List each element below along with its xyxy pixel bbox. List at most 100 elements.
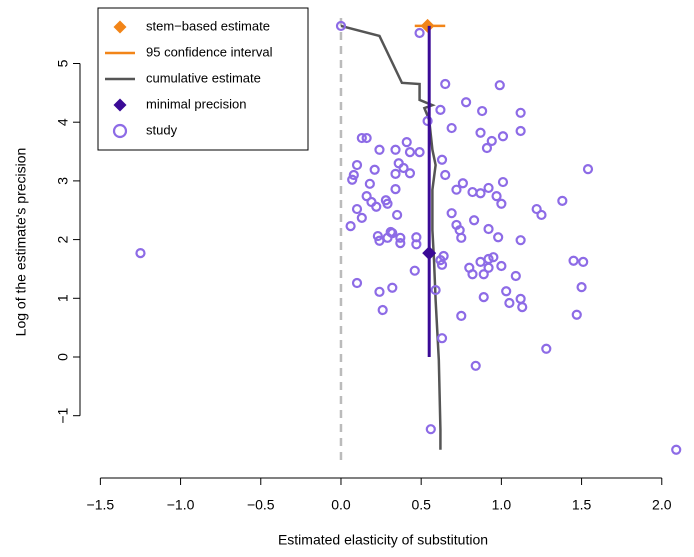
study-point (475, 188, 486, 199)
legend-label: 95 confidence interval (146, 44, 273, 59)
study-point (475, 127, 486, 138)
study-point (515, 235, 526, 246)
study-point (404, 147, 416, 158)
study-point (475, 256, 486, 267)
study-point (374, 144, 385, 155)
study-point (456, 232, 467, 243)
study-point (361, 191, 372, 202)
study-point (568, 255, 579, 266)
study-point (369, 164, 380, 175)
study-point (504, 297, 515, 309)
study-point (501, 286, 512, 297)
study-point (335, 20, 347, 32)
legend-label: study (146, 122, 178, 137)
study-point (345, 220, 356, 232)
study-point (515, 293, 526, 304)
study-point (456, 310, 467, 322)
study-point (460, 97, 472, 108)
y-tick-label: 1 (55, 294, 71, 302)
y-tick-label: 3 (55, 177, 71, 185)
study-point (404, 168, 416, 179)
study-point (436, 333, 448, 344)
study-point (414, 147, 425, 158)
study-point (470, 360, 481, 371)
study-point (483, 223, 494, 235)
study-point (364, 178, 375, 189)
study-point (377, 304, 388, 316)
study-point (411, 239, 422, 250)
study-point (356, 132, 367, 144)
study-point (436, 259, 448, 270)
study-point (135, 247, 146, 259)
study-point (440, 78, 451, 90)
study-point (576, 282, 587, 293)
study-point (671, 444, 682, 455)
study-point (398, 162, 409, 174)
study-point (497, 131, 509, 142)
study-point (409, 265, 420, 276)
study-point (536, 209, 547, 221)
x-tick-label: −1.5 (87, 497, 115, 513)
estimate-marker (422, 246, 437, 261)
study-point (435, 255, 446, 266)
study-point (351, 277, 363, 289)
study-point (483, 182, 494, 194)
study-point (496, 198, 507, 209)
study-point (578, 256, 589, 267)
study-point (478, 292, 489, 303)
x-tick-label: 1.5 (572, 497, 592, 513)
legend-symbol (113, 20, 127, 34)
study-point (395, 232, 406, 243)
y-tick-label: −1 (55, 408, 71, 424)
study-point (457, 178, 468, 189)
study-point (497, 176, 509, 188)
x-tick-label: 0.5 (411, 497, 431, 513)
legend-symbol (112, 123, 128, 139)
study-point (446, 208, 457, 219)
study-point (515, 107, 526, 118)
study-point (435, 104, 446, 115)
study-point (414, 27, 425, 39)
study-point (481, 142, 493, 154)
y-axis-label: Log of the estimate's precision (13, 148, 29, 337)
y-tick-label: 2 (55, 235, 71, 243)
study-point (451, 184, 462, 195)
study-point (387, 282, 398, 293)
legend: stem−based estimate 95 confidence interva… (97, 7, 309, 151)
legend-symbol (113, 98, 127, 112)
y-tick-label: 4 (55, 118, 71, 126)
study-point (348, 169, 359, 181)
study-point (374, 235, 385, 246)
study-point (436, 154, 448, 165)
study-point (531, 203, 542, 215)
study-point (440, 169, 451, 181)
study-point (347, 174, 358, 185)
x-tick-label: 2.0 (652, 497, 672, 513)
cumulative-line (340, 24, 442, 450)
study-point (483, 262, 494, 273)
legend-label: stem−based estimate (146, 18, 270, 33)
study-point (491, 191, 502, 202)
x-axis-label: Estimated elasticity of substitution (278, 532, 488, 548)
x-tick-label: −0.5 (247, 497, 275, 513)
study-point (557, 195, 568, 206)
study-point (478, 269, 489, 280)
study-point (351, 159, 363, 171)
study-point (395, 238, 406, 249)
study-point (496, 260, 507, 272)
study-point (371, 201, 382, 212)
study-point (517, 301, 528, 313)
study-point (401, 137, 412, 148)
study-point (390, 184, 401, 195)
study-point (467, 269, 478, 280)
y-tick-label: 0 (55, 353, 71, 361)
legend-label: minimal precision (146, 96, 246, 111)
study-point (477, 105, 488, 117)
study-point (425, 424, 436, 435)
y-tick-label: 5 (55, 59, 71, 67)
study-point (571, 309, 582, 320)
study-point (493, 232, 504, 243)
study-point (422, 115, 433, 127)
study-point (351, 203, 363, 215)
legend-label: cumulative estimate (146, 70, 261, 85)
